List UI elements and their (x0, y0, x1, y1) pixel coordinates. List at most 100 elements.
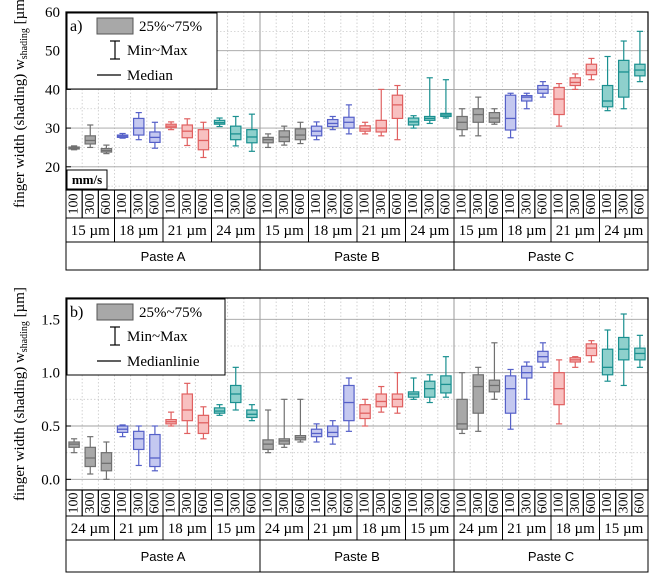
speed-tick-label: 100 (164, 493, 179, 514)
series-paste-b-18um (310, 104, 355, 141)
iqr-box (601, 348, 614, 376)
speed-tick-label: 100 (600, 194, 615, 215)
series-paste-c-21um (504, 342, 549, 430)
box-mark (132, 112, 145, 141)
series-paste-c-15um (601, 313, 646, 387)
legend: a) 25%~75% Min~Max Median (66, 12, 218, 90)
box-mark (488, 342, 501, 400)
width-tick-label: 18 µm (119, 223, 158, 239)
box-mark (294, 121, 307, 145)
width-tick-label: 18 µm (507, 223, 546, 239)
speed-tick-label: 600 (632, 194, 647, 215)
box-mark (278, 398, 291, 448)
paste-group-label: Paste A (141, 249, 186, 264)
iqr-box (391, 393, 404, 408)
iqr-box (375, 119, 388, 133)
speed-tick-label: 100 (503, 493, 518, 514)
box-mark (359, 398, 371, 427)
series-paste-b-15um (262, 121, 307, 149)
box-mark (537, 81, 549, 98)
speed-tick-label: 300 (83, 493, 98, 514)
box-mark (246, 404, 258, 422)
speed-tick-label: 100 (67, 493, 82, 514)
series-paste-a-24um (68, 436, 113, 480)
width-tick-label: 21 µm (556, 223, 595, 239)
iqr-box (617, 59, 630, 98)
speed-tick-label: 300 (180, 194, 195, 215)
speed-tick-label: 600 (341, 493, 356, 514)
series-paste-b-24um (407, 77, 452, 129)
legend-whisker-label: Min~Max (127, 43, 188, 59)
box-mark (488, 108, 501, 125)
series-paste-a-24um (213, 113, 258, 152)
legend-box-swatch (96, 303, 134, 321)
speed-tick-label: 100 (115, 194, 130, 215)
box-mark (569, 356, 582, 368)
speed-tick-label: 300 (180, 493, 195, 514)
box-mark (601, 329, 614, 382)
series-paste-c-24um (601, 30, 646, 112)
iqr-box (149, 433, 161, 468)
width-tick-label: 18 µm (313, 223, 352, 239)
box-mark (68, 145, 80, 151)
width-tick-label: 15 µm (265, 223, 304, 239)
speed-tick-label: 600 (99, 194, 114, 215)
speed-tick-label: 600 (293, 194, 308, 215)
width-tick-label: 15 µm (410, 521, 449, 537)
speed-tick-label: 600 (390, 194, 405, 215)
speed-tick-label: 600 (584, 493, 599, 514)
series-paste-b-18um (359, 372, 404, 427)
box-mark (326, 420, 339, 445)
width-tick-label: 18 µm (556, 521, 595, 537)
box-mark (181, 382, 194, 435)
paste-cell (453, 241, 649, 271)
box-mark (553, 82, 565, 127)
iqr-box (472, 108, 485, 123)
box-mark (569, 73, 582, 90)
paste-group-label: Paste B (334, 549, 380, 564)
speed-tick-label: 600 (244, 194, 259, 215)
speed-tick-label: 100 (552, 493, 567, 514)
box-mark (472, 96, 485, 137)
speed-tick-label: 600 (535, 493, 550, 514)
box-mark (504, 92, 517, 139)
box-mark (343, 377, 355, 432)
speed-tick-label: 100 (455, 194, 470, 215)
y-tick-label: 0.0 (41, 472, 60, 488)
box-mark (149, 121, 161, 149)
box-mark (229, 366, 242, 411)
speed-tick-label: 300 (422, 194, 437, 215)
speed-tick-label: 100 (212, 493, 227, 514)
width-tick-label: 15 µm (216, 521, 255, 537)
iqr-box (504, 375, 517, 414)
speed-tick-label: 600 (196, 493, 211, 514)
box-mark (375, 385, 388, 413)
box-mark (440, 356, 452, 398)
box-mark (407, 377, 420, 400)
speed-tick-label: 600 (487, 492, 502, 513)
speed-tick-label: 100 (164, 194, 179, 215)
y-tick-label: 50 (45, 44, 60, 60)
speed-tick-label: 300 (277, 493, 292, 514)
speed-tick-label: 600 (244, 493, 259, 514)
iqr-box (132, 117, 145, 136)
series-paste-c-18um (504, 81, 549, 139)
speed-tick-label: 300 (471, 493, 486, 514)
legend-whisker-label: Min~Max (127, 329, 188, 345)
speed-tick-label: 100 (115, 493, 130, 514)
width-tick-label: 15 µm (604, 521, 643, 537)
chart-panel-b: 0.0 0.5 1.0 1.5 b) 25%~75% Min~Max Medianlinie 1… (12, 287, 649, 573)
legend-frame (66, 298, 226, 376)
series-paste-a-15um (213, 366, 258, 422)
speed-tick-label: 100 (67, 194, 82, 215)
legend-frame (66, 12, 218, 90)
box-mark (456, 372, 468, 435)
width-tick-label: 21 µm (507, 521, 546, 537)
width-tick-label: 24 µm (216, 223, 255, 239)
box-mark (294, 398, 307, 443)
iqr-box (229, 125, 242, 141)
speed-tick-label: 100 (261, 493, 276, 514)
width-tick-label: 24 µm (265, 521, 304, 537)
width-tick-label: 24 µm (71, 521, 110, 537)
series-paste-b-21um (310, 377, 355, 445)
